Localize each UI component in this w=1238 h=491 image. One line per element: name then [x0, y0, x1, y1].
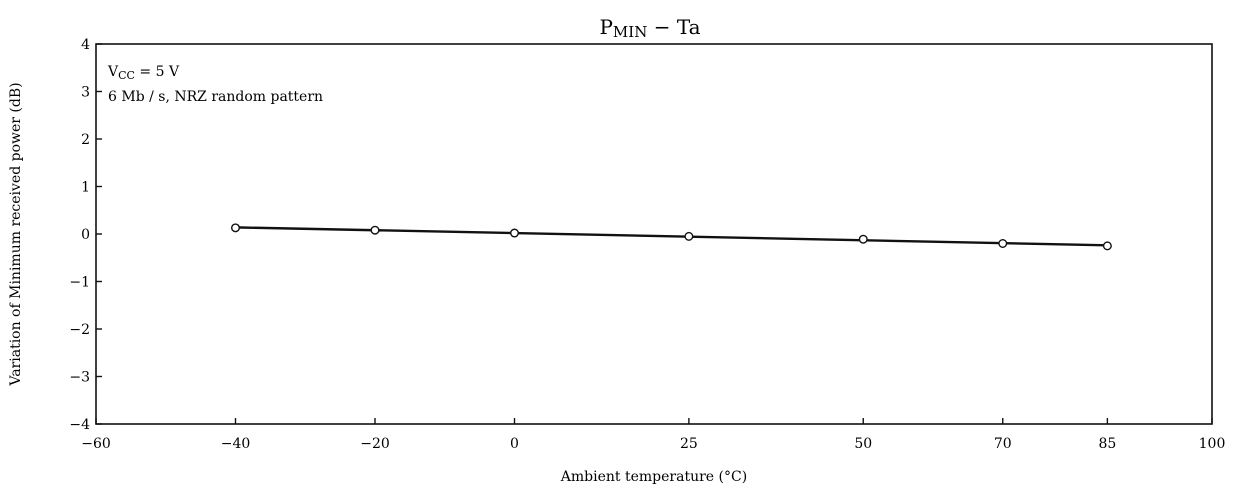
y-tick-label: 1 — [81, 180, 90, 196]
annotation-vcc: VCC = 5 V — [107, 64, 180, 82]
y-tick-label: 3 — [81, 85, 90, 101]
y-tick-label: −1 — [69, 275, 90, 291]
x-tick-label: 50 — [854, 436, 872, 452]
y-tick-label: 4 — [81, 37, 90, 53]
y-tick-label: 0 — [81, 227, 90, 243]
data-point — [510, 228, 520, 238]
x-axis-label: Ambient temperature (°C) — [560, 469, 747, 485]
x-axis-ticks: −60 −40 −20 0 25 50 70 85 100 — [81, 418, 1225, 452]
y-tick-label: 2 — [81, 132, 90, 148]
series-fit-line — [235, 226, 1108, 247]
data-point — [230, 223, 240, 233]
x-tick-label: −60 — [81, 436, 111, 452]
x-tick-label: −40 — [221, 436, 251, 452]
annotation-pattern: 6 Mb / s, NRZ random pattern — [108, 89, 323, 105]
data-point — [684, 231, 694, 241]
data-point — [998, 238, 1008, 248]
x-tick-label: 0 — [510, 436, 519, 452]
data-point — [370, 225, 380, 235]
x-tick-label: −20 — [360, 436, 390, 452]
chart-title: PMIN − Ta — [599, 15, 700, 41]
y-axis-label: Variation of Minimum received power (dB) — [8, 82, 24, 386]
y-axis-ticks: 4 3 2 1 0 −1 −2 −3 −4 — [69, 37, 102, 433]
x-tick-label: 70 — [994, 436, 1012, 452]
series-points — [230, 223, 1112, 251]
data-point — [858, 234, 868, 244]
y-tick-label: −4 — [69, 417, 90, 433]
data-point — [1102, 241, 1112, 251]
x-tick-label: 25 — [680, 436, 698, 452]
x-tick-label: 100 — [1199, 436, 1226, 452]
y-tick-label: −2 — [69, 322, 90, 338]
x-tick-label: 85 — [1098, 436, 1116, 452]
y-tick-label: −3 — [69, 370, 90, 386]
